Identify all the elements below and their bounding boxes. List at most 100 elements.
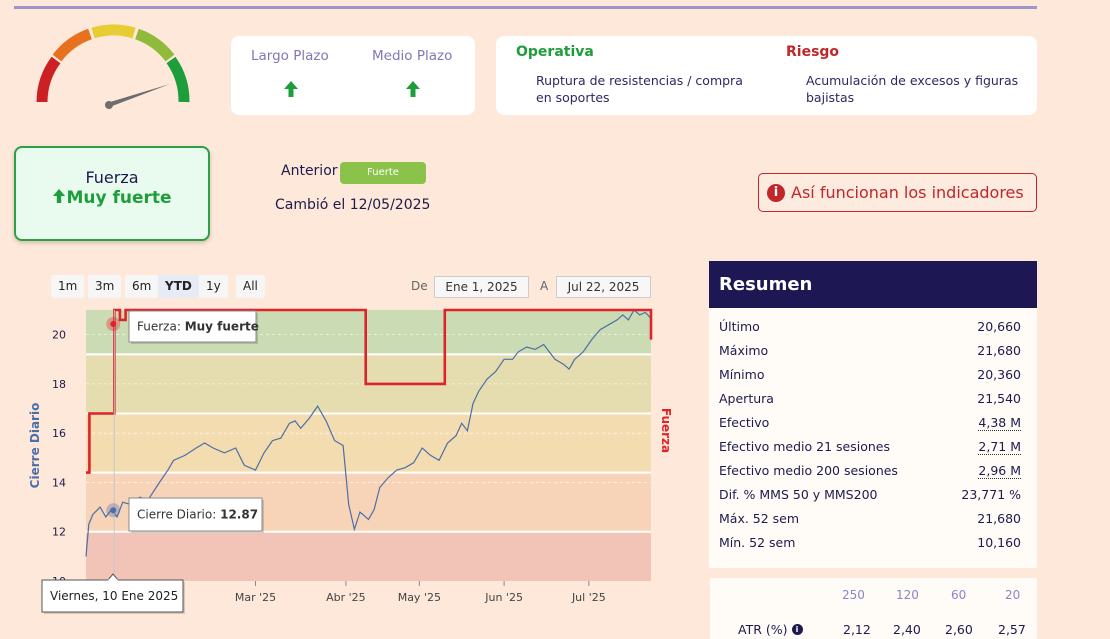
range-button-3m[interactable]: 3m [88,275,122,298]
fuerza-tooltip-sep: : [177,320,185,334]
y-tick-label: 14 [52,476,66,489]
resumen-row-value: 21,540 [977,391,1021,406]
chart-band [86,413,651,473]
x-tick-label: Abr '25 [326,591,366,604]
resumen-row-value: 10,160 [977,535,1021,550]
x-tick-label: May '25 [398,591,441,604]
atr-header-120: 120 [896,588,919,602]
cierre-tooltip-label: Cierre Diario [137,508,212,522]
gauge-segment-green [166,56,190,103]
chart-band [86,531,651,581]
resumen-row: Dif. % MMS 50 y MMS200 23,771 % [719,487,1021,511]
indicators-info-button[interactable]: i Así funcionan los indicadores [758,173,1037,212]
resumen-row-key: Mín. 52 sem [719,535,796,550]
cierre-tooltip-box [128,497,263,532]
medio-plazo-label: Medio Plazo [372,48,453,64]
resumen-row-key: Efectivo medio 21 sesiones [719,439,890,454]
range-button-ytd[interactable]: YTD [158,275,199,298]
y-tick-label: 16 [52,427,66,440]
plazo-card: Largo Plazo Medio Plazo [231,36,475,115]
atr-header-60: 60 [951,588,967,602]
strength-gauge [36,24,190,109]
date-to-label: A [540,279,549,293]
resumen-row: Apertura 21,540 [719,391,1021,415]
resumen-row-key: Máx. 52 sem [719,511,800,526]
resumen-row-value: 23,771 % [961,487,1021,502]
largo-plazo-label: Largo Plazo [251,48,329,64]
resumen-row-value: 20,360 [977,367,1021,382]
y-axis-label: Cierre Diario [28,403,42,489]
resumen-row: Mín. 52 sem 10,160 [719,535,1021,559]
atr-header-20: 20 [1005,588,1021,602]
cierre-tooltip-label: Cierre Diario: 12.87 [137,508,258,522]
resumen-row: Efectivo medio 200 sesiones 2,96 M [719,463,1021,487]
fuerza-card: Fuerza Muy fuerte [14,146,210,241]
indicators-info-label: Así funcionan los indicadores [791,183,1024,202]
fuerza-tooltip-label: Fuerza [137,320,177,334]
date-from-label: De [411,279,428,293]
fuerza-tooltip-label: Fuerza: Muy fuerte [137,320,259,334]
atr-header-250: 250 [842,588,865,602]
info-icon: i [767,183,785,202]
operativa-text: Ruptura de resistencias / compra en sopo… [536,73,743,105]
fuerza-title: Fuerza [85,168,139,187]
gauge-segment-red [36,56,61,103]
resumen-row: Efectivo 4,38 M [719,415,1021,439]
resumen-row-value[interactable]: 2,96 M [978,463,1021,479]
resumen-row-key: Dif. % MMS 50 y MMS200 [719,487,878,502]
resumen-row-key: Mínimo [719,367,765,382]
y-tick-label: 18 [52,378,66,391]
resumen-row: Máx. 52 sem 21,680 [719,511,1021,535]
resumen-row-value[interactable]: 4,38 M [978,415,1021,431]
atr-value-250: 2,12 [843,622,871,637]
fuerza-marker [110,321,117,327]
atr-info-icon[interactable]: i [791,624,803,635]
resumen-row-key: Apertura [719,391,774,406]
resumen-row: Efectivo medio 21 sesiones 2,71 M [719,439,1021,463]
resumen-row-value[interactable]: 2,71 M [978,439,1021,455]
date-tooltip-text: Viernes, 10 Ene 2025 [50,589,178,603]
anterior-badge: Fuerte [340,162,426,184]
range-button-6m[interactable]: 6m [125,275,159,298]
date-tooltip-box [41,579,184,613]
gauge-segment-lightgreen [134,28,175,62]
resumen-row-value: 21,680 [977,343,1021,358]
riesgo-text: Acumulación de excesos y figuras bajista… [806,73,1019,105]
anterior-label: Anterior [281,163,338,179]
y-tick-label: 12 [52,526,66,539]
date-tooltip-pointer-cover [108,579,118,582]
fuerza-value: Muy fuerte [66,188,172,208]
resumen-row-key: Último [719,319,760,334]
largo-plazo-up-arrow-icon [284,81,298,97]
riesgo-title: Riesgo [786,44,840,60]
range-button-all[interactable]: All [236,275,265,298]
resumen-row: Último 20,660 [719,319,1021,343]
resumen-row-value: 21,680 [977,511,1021,526]
cierre-marker [110,507,117,514]
operativa-title: Operativa [516,44,594,60]
date-to-input[interactable]: Jul 22, 2025 [556,276,651,298]
range-button-1y[interactable]: 1y [199,275,228,298]
medio-plazo-up-arrow-icon [406,81,420,97]
resumen-panel: Resumen Último 20,660 Máximo 21,680 Mínimo 20… [709,261,1037,568]
range-button-1m[interactable]: 1m [51,275,85,298]
gauge-needle [107,84,170,108]
top-divider [14,6,1037,9]
resumen-row-key: Máximo [719,343,769,358]
atr-value-120: 2,40 [893,622,921,637]
resumen-row: Máximo 21,680 [719,343,1021,367]
cierre-tooltip-sep: : [212,508,220,522]
cierre-diario-line [85,309,652,557]
atr-label-row: ATR (%) i [738,622,803,637]
gauge-segment-yellow [91,24,136,39]
resumen-row: Mínimo 20,360 [719,367,1021,391]
resumen-row-key: Efectivo [719,415,770,430]
cierre-tooltip-value: 12.87 [220,508,258,522]
resumen-title: Resumen [709,261,1037,308]
date-from-input[interactable]: Ene 1, 2025 [434,276,529,298]
gauge-segment-orange [52,28,93,62]
x-tick-label: Jul '25 [571,591,606,604]
atr-label: ATR (%) [738,622,788,637]
atr-value-20: 2,57 [998,622,1026,637]
